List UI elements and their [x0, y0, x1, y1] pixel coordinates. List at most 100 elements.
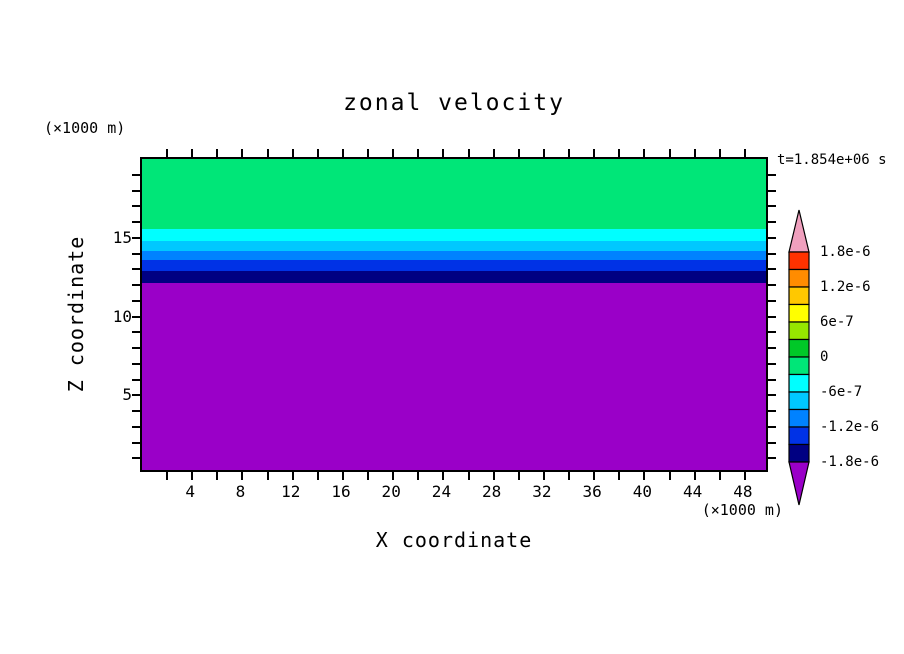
axis-tick [216, 149, 219, 157]
axis-tick [266, 149, 269, 157]
axis-tick [768, 299, 776, 302]
axis-tick [568, 149, 571, 157]
y-axis-title: Z coordinate [64, 235, 88, 393]
axis-tick [768, 425, 776, 428]
field-band [142, 283, 766, 470]
axis-tick [768, 441, 776, 444]
axis-tick [593, 472, 596, 480]
x-tick-label: 20 [381, 482, 401, 501]
x-axis-units-label: (×1000 m) [701, 501, 783, 519]
axis-tick [316, 472, 319, 480]
colorbar-tick-label: 0 [820, 349, 829, 365]
axis-tick [618, 472, 621, 480]
axis-tick [132, 425, 140, 428]
x-tick-label: 4 [185, 482, 196, 501]
axis-tick [132, 299, 140, 302]
axis-tick [166, 149, 169, 157]
colorbar-segment [788, 391, 810, 411]
axis-tick [132, 189, 140, 192]
axis-tick [768, 331, 776, 334]
x-tick-label: 48 [733, 482, 753, 501]
axis-tick [132, 236, 140, 239]
colorbar-segment [788, 338, 810, 358]
axis-tick [291, 472, 294, 480]
axis-tick [768, 268, 776, 271]
axis-tick [618, 149, 621, 157]
axis-tick [643, 472, 646, 480]
axis-tick [417, 472, 420, 480]
axis-tick [442, 472, 445, 480]
x-tick-label: 28 [482, 482, 502, 501]
axis-tick [768, 315, 776, 318]
x-tick-label: 12 [281, 482, 301, 501]
axis-tick [768, 173, 776, 176]
axis-tick [743, 149, 746, 157]
chart-title: zonal velocity [343, 90, 565, 116]
axis-tick [568, 472, 571, 480]
axis-tick [768, 362, 776, 365]
axis-tick [132, 457, 140, 460]
axis-tick [341, 149, 344, 157]
axis-tick [768, 205, 776, 208]
axis-tick [668, 149, 671, 157]
axis-tick [132, 362, 140, 365]
axis-tick [392, 472, 395, 480]
axis-tick [668, 472, 671, 480]
axis-tick [367, 472, 370, 480]
axis-tick [542, 149, 545, 157]
x-tick-label: 24 [431, 482, 452, 501]
colorbar-segment [788, 303, 810, 323]
axis-tick [768, 252, 776, 255]
axis-tick [768, 347, 776, 349]
axis-tick [517, 149, 520, 157]
x-tick-label: 32 [532, 482, 552, 501]
x-tick-label: 44 [682, 482, 703, 501]
axis-tick [191, 149, 194, 157]
axis-tick [768, 221, 776, 223]
axis-tick [132, 268, 140, 271]
axis-tick [132, 315, 140, 318]
y-tick-label: 15 [112, 227, 132, 247]
colorbar-tick-label: -6e-7 [820, 384, 863, 400]
axis-tick [316, 149, 319, 157]
field-band [142, 241, 766, 251]
axis-tick [768, 394, 776, 397]
axis-tick [241, 472, 244, 480]
axis-tick [492, 149, 495, 157]
x-tick-label: 16 [331, 482, 351, 501]
colorbar-tick-label: 1.2e-6 [820, 279, 871, 295]
y-tick-label: 5 [122, 385, 132, 405]
field-band [142, 228, 766, 242]
axis-tick [517, 472, 520, 480]
colorbar-tick-label: 6e-7 [820, 314, 854, 330]
axis-tick [442, 149, 445, 157]
colorbar-segment [788, 426, 810, 446]
axis-tick [132, 331, 140, 334]
axis-tick [718, 149, 721, 157]
axis-tick [341, 472, 344, 480]
axis-tick [132, 410, 140, 412]
colorbar-segment [788, 251, 810, 271]
axis-tick [768, 236, 776, 239]
axis-tick [492, 472, 495, 480]
axis-tick [132, 394, 140, 397]
axis-tick [132, 205, 140, 208]
colorbar-tick-label: -1.8e-6 [820, 454, 880, 470]
axis-tick [132, 284, 140, 286]
y-axis-units-label: (×1000 m) [44, 119, 126, 137]
colorbar-segment [788, 356, 810, 376]
axis-tick [132, 173, 140, 176]
colorbar [788, 209, 810, 506]
axis-tick [643, 149, 646, 157]
x-tick-label: 40 [632, 482, 653, 501]
colorbar-tick-label: 1.8e-6 [820, 244, 871, 260]
time-label: t=1.854e+06 s [777, 152, 887, 168]
axis-tick [291, 149, 294, 157]
field-band [142, 270, 766, 284]
colorbar-tick-label: -1.2e-6 [820, 419, 880, 435]
axis-tick [693, 472, 696, 480]
x-tick-label: 8 [235, 482, 246, 501]
axis-tick [768, 410, 776, 412]
axis-tick [166, 472, 169, 480]
